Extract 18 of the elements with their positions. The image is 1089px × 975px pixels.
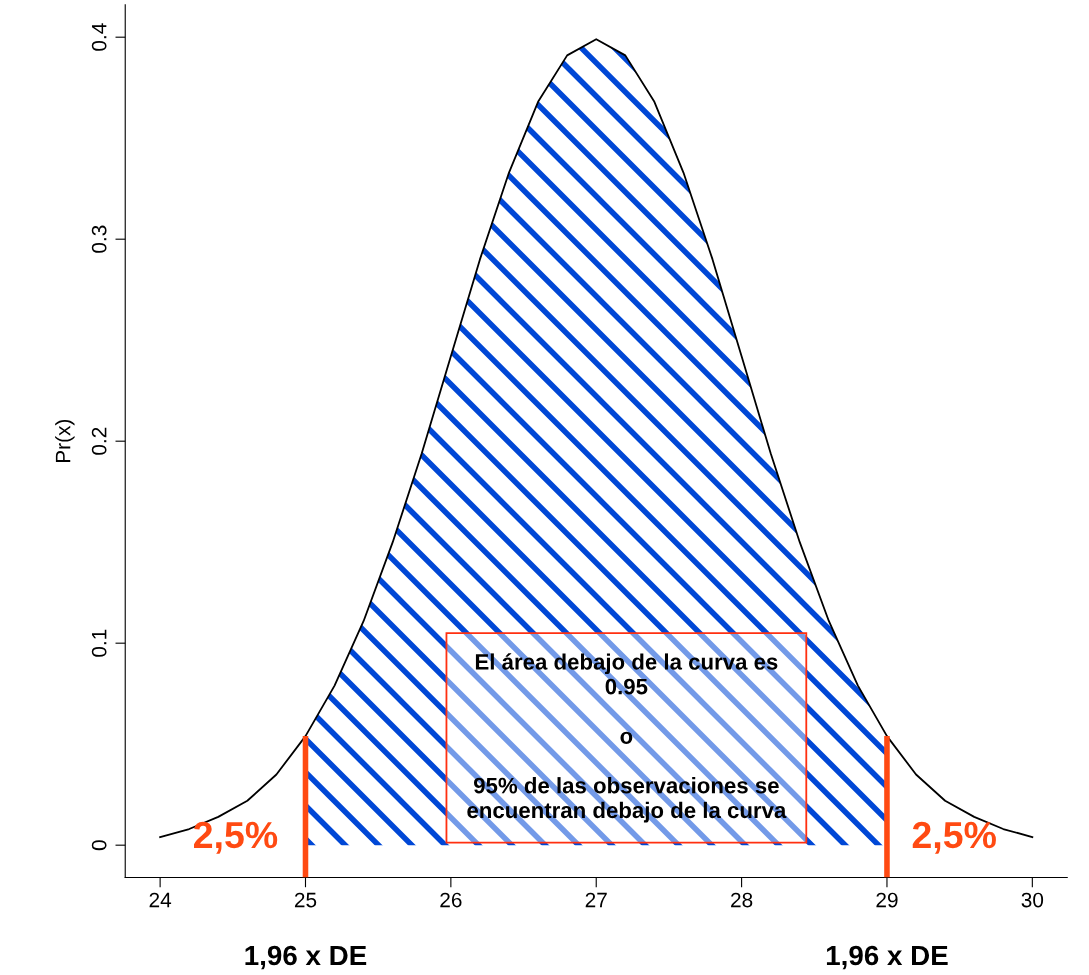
annotation: 2,5% xyxy=(194,821,278,854)
x-tick-label: 28 xyxy=(731,892,753,908)
y-tick-label: 0 xyxy=(91,840,107,851)
x-tick-label: 29 xyxy=(876,892,898,908)
text: El área debajo de la curva es 0.95 o 95% de las observaciones se encuentran debajo de la curva xyxy=(467,653,787,823)
x-tick-label: 30 xyxy=(1021,892,1044,908)
x-tick-label: 25 xyxy=(294,892,317,908)
x-tick-label: 24 xyxy=(149,892,172,908)
y-tick-label: 0.4 xyxy=(91,23,107,51)
ref-line-label: 1,96 x DE xyxy=(826,945,948,970)
ref-line-label: 1,96 x DE xyxy=(245,945,367,970)
x-tick-label: 26 xyxy=(440,892,462,908)
y-tick-label: 0.2 xyxy=(91,427,107,455)
x-tick-label: 27 xyxy=(585,892,607,908)
y-axis-title: Pr(x) xyxy=(55,419,75,463)
annotation: 2,5% xyxy=(912,821,996,854)
y-tick-label: 0.3 xyxy=(91,225,107,253)
y-tick-label: 0.1 xyxy=(91,629,107,657)
